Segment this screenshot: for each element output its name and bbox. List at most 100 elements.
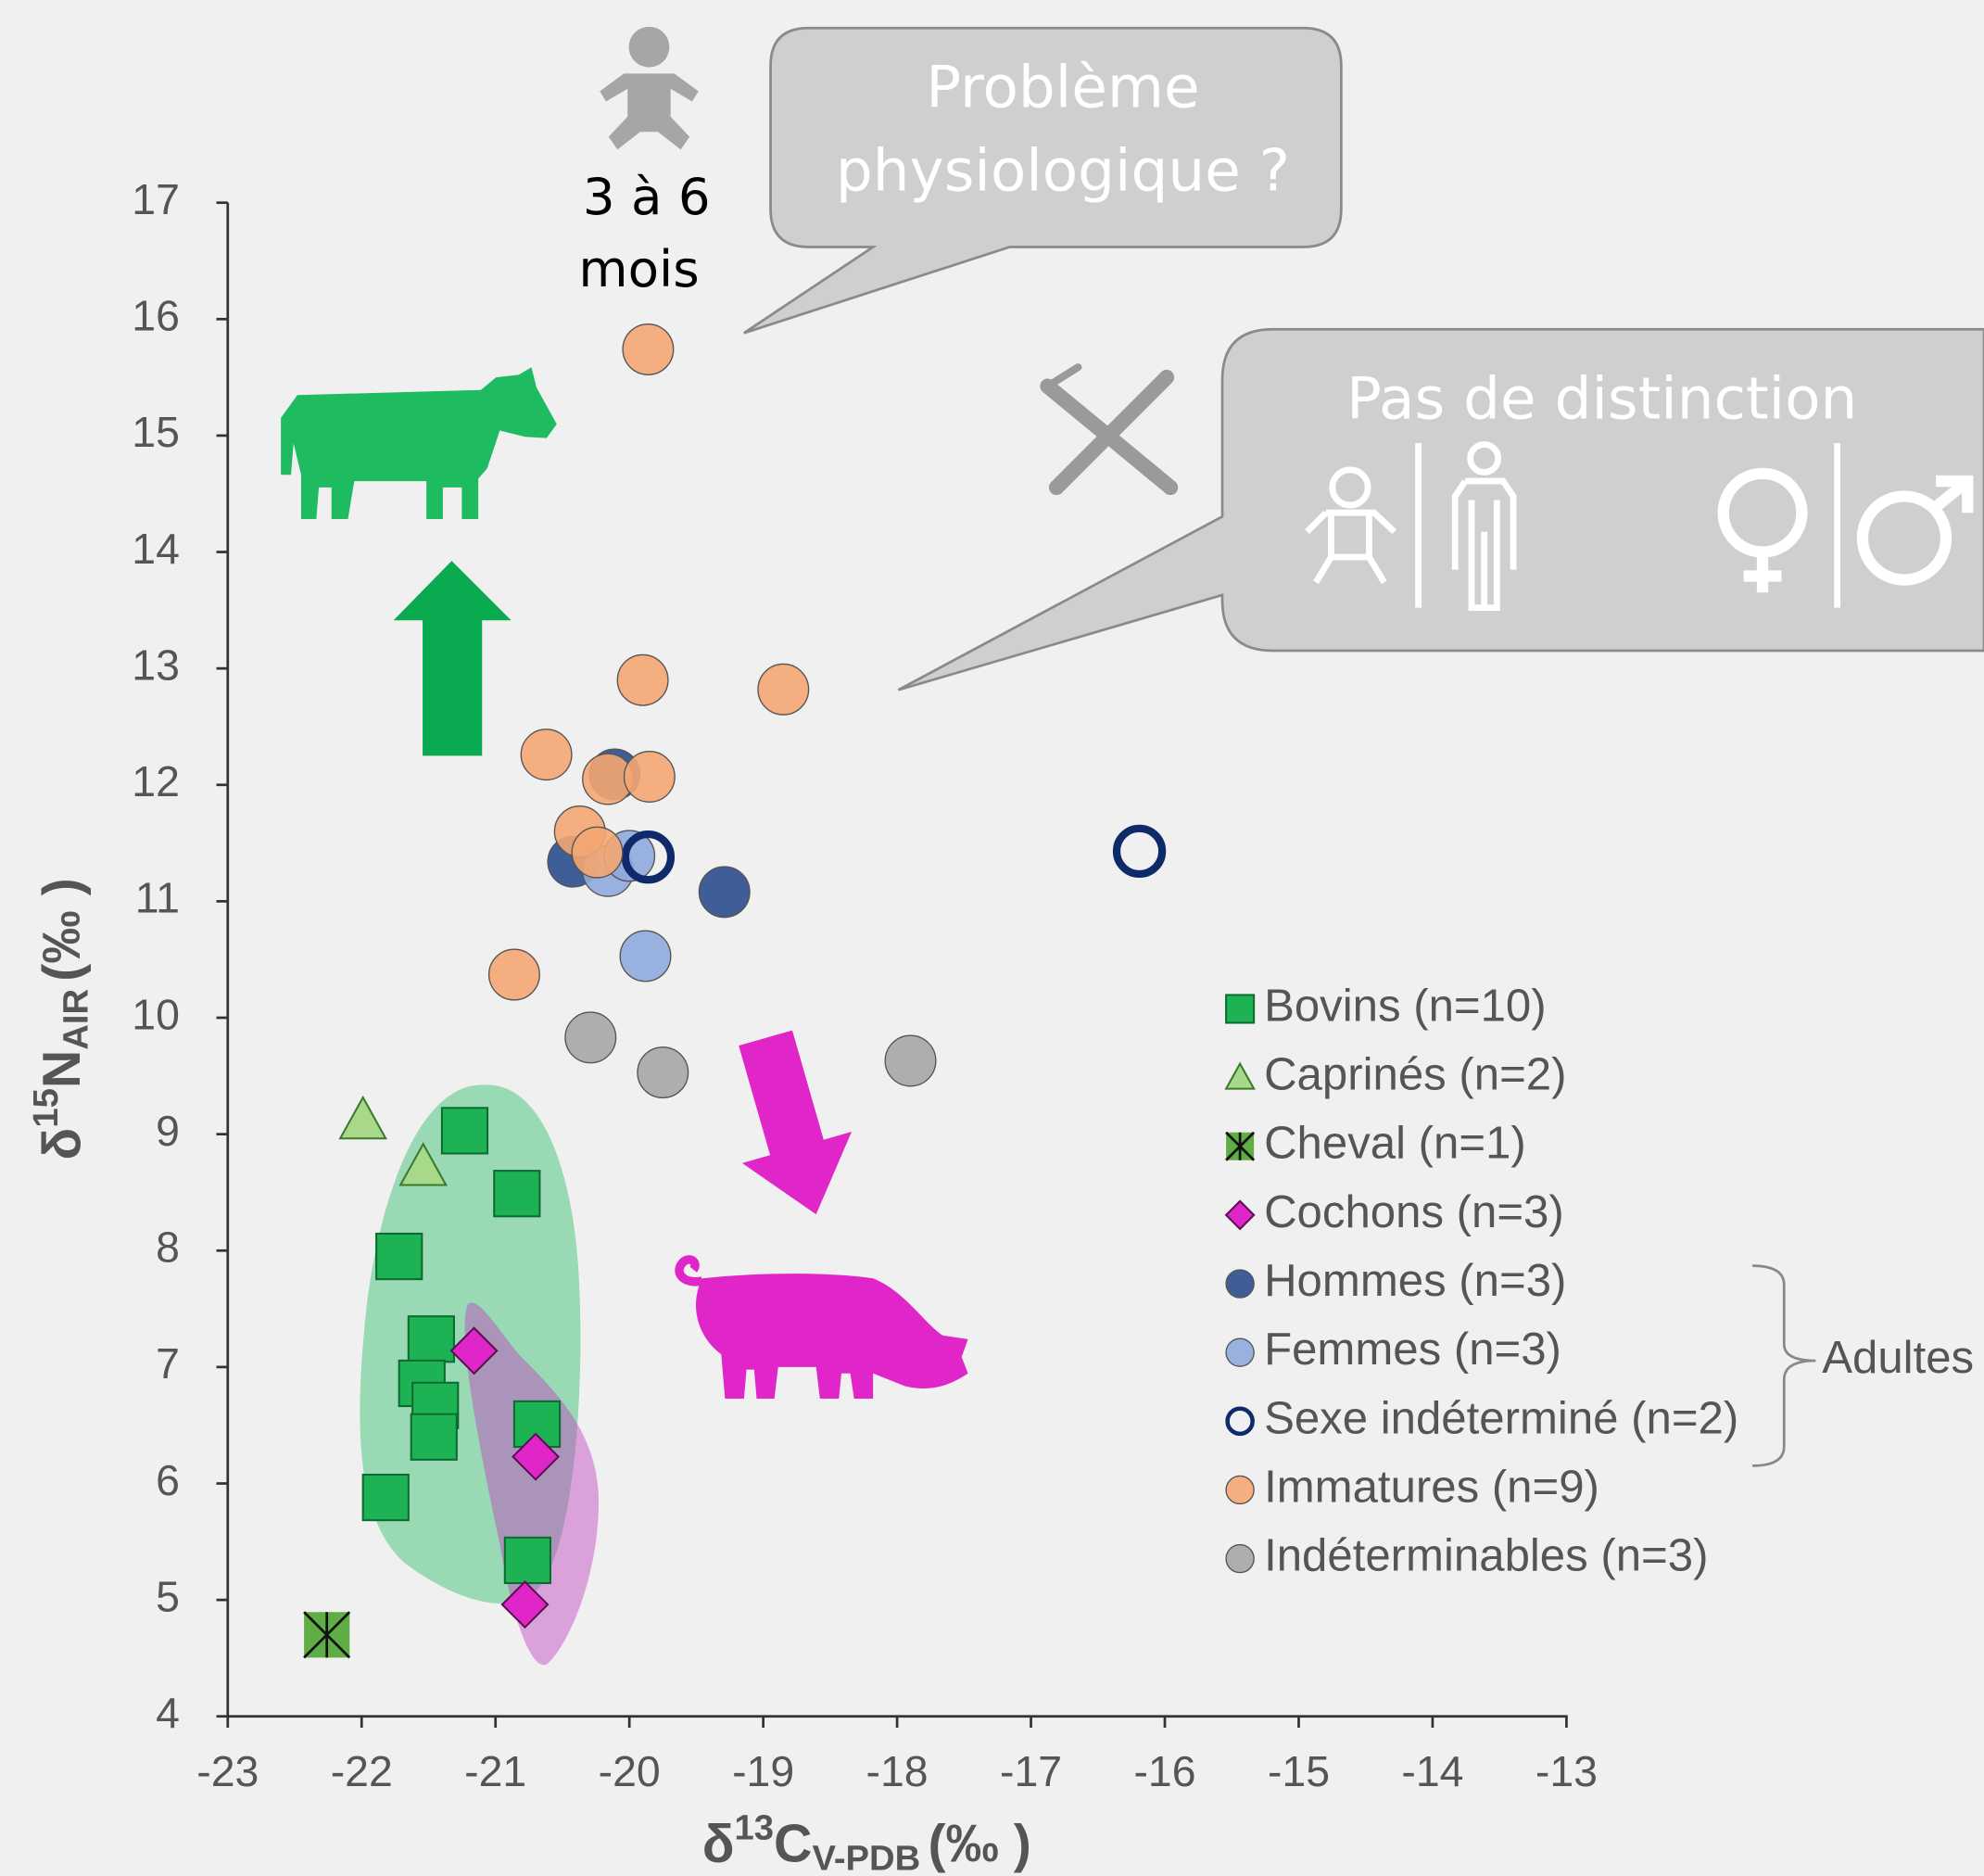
- y-tick-label: 13: [132, 640, 180, 689]
- ring-marker: [1112, 824, 1167, 879]
- circle-marker: [571, 826, 624, 879]
- x-tick-label: -14: [1401, 1747, 1463, 1795]
- x-label-part: C: [774, 1815, 812, 1874]
- circle-marker: [622, 323, 675, 375]
- circle-marker: [698, 866, 751, 919]
- circle-marker: [884, 1034, 937, 1087]
- cochons-hull: [464, 1302, 600, 1666]
- square-marker: [493, 1170, 541, 1218]
- y-tick-label: 5: [156, 1572, 180, 1620]
- x-tick-label: -19: [732, 1747, 794, 1795]
- brace: [1752, 1264, 1816, 1467]
- legend-label: Bovins (n=10): [1264, 981, 1547, 1031]
- y-tick-label: 15: [132, 408, 180, 456]
- age-label: mois: [578, 239, 699, 298]
- x-tick-label: -23: [196, 1747, 259, 1795]
- cutlery-icon: [1040, 363, 1179, 496]
- distinction-icons: [1305, 441, 1974, 612]
- y-tick-label: 12: [132, 757, 180, 805]
- legend-swatch: [1225, 1406, 1255, 1437]
- circle-marker: [520, 729, 573, 781]
- x-tick-label: -15: [1268, 1747, 1330, 1795]
- y-tick-label: 10: [132, 990, 180, 1038]
- y-tick-label: 14: [132, 525, 180, 573]
- cow-icon: [281, 367, 557, 520]
- legend-swatch: [1225, 1475, 1255, 1505]
- diamond-marker: [512, 1432, 561, 1481]
- x-tick-label: -22: [331, 1747, 393, 1795]
- y-tick-label: 8: [156, 1223, 180, 1272]
- legend-label: Hommes (n=3): [1264, 1256, 1566, 1306]
- y-tick-label: 11: [135, 874, 180, 922]
- y-tick-label: 6: [156, 1456, 180, 1504]
- legend-label: Cochons (n=3): [1264, 1187, 1564, 1237]
- y-label-part: AIR: [57, 989, 96, 1050]
- square-marker: [361, 1473, 410, 1522]
- square-marker: [410, 1413, 458, 1461]
- circle-marker: [619, 930, 672, 982]
- circle-marker: [637, 1046, 689, 1099]
- square-marker: [407, 1315, 455, 1363]
- x-tick-label: -16: [1133, 1747, 1195, 1795]
- legend-swatch: [1225, 1131, 1256, 1161]
- age-label: 3 à 6: [583, 167, 711, 226]
- x-axis-label: δ13CV-PDB (‰ ): [702, 1808, 1031, 1876]
- callout-text: Problème: [926, 54, 1199, 121]
- triangle-marker: [338, 1095, 388, 1140]
- y-tick-label: 17: [132, 175, 180, 223]
- group-label: Adultes: [1822, 1333, 1974, 1383]
- y-label-part: (‰ ): [32, 878, 92, 981]
- x-tick-label: -13: [1535, 1747, 1598, 1795]
- legend-swatch: [1225, 1337, 1255, 1367]
- circle-marker: [564, 1011, 617, 1064]
- y-tick-label: 9: [156, 1107, 180, 1155]
- circle-marker: [757, 663, 810, 716]
- square-marker: [440, 1107, 489, 1155]
- y-tick-label: 16: [132, 292, 180, 340]
- ring-marker: [621, 830, 676, 884]
- diamond-marker: [500, 1580, 550, 1629]
- x-tick-label: -21: [464, 1747, 526, 1795]
- legend-swatch: [1224, 1199, 1256, 1231]
- callout-text: physiologique ?: [836, 137, 1290, 205]
- y-label-part: N: [32, 1050, 92, 1088]
- legend-label: Caprinés (n=2): [1264, 1050, 1566, 1100]
- callout-text: Pas de distinction: [1346, 364, 1857, 432]
- up-arrow: [393, 561, 512, 756]
- x-tick-label: -18: [866, 1747, 929, 1795]
- legend-label: Indéterminables (n=3): [1264, 1531, 1708, 1581]
- marker-cross: [1225, 1131, 1256, 1161]
- legend-swatch: [1225, 994, 1256, 1024]
- circle-marker: [487, 948, 540, 1001]
- callout-1: [743, 26, 1343, 335]
- y-label-part: 15: [26, 1088, 66, 1128]
- marker-cross: [303, 1611, 351, 1659]
- legend-swatch: [1225, 1543, 1255, 1574]
- x-label-part: 13: [735, 1808, 775, 1848]
- x-label-part: δ: [702, 1815, 735, 1874]
- y-tick-label: 7: [156, 1339, 180, 1388]
- cross-square-marker: [303, 1611, 351, 1659]
- callout-2: [897, 327, 1984, 691]
- legend-label: Immatures (n=9): [1264, 1462, 1599, 1512]
- x-label-part: V-PDB: [812, 1838, 920, 1876]
- baby-icon: [600, 26, 699, 150]
- legend-label: Cheval (n=1): [1264, 1119, 1526, 1169]
- square-marker: [503, 1536, 551, 1585]
- down-arrow: [739, 1030, 853, 1215]
- circle-marker: [623, 750, 676, 803]
- legend-label: Sexe indéterminé (n=2): [1264, 1393, 1738, 1443]
- x-tick-label: -20: [599, 1747, 661, 1795]
- x-tick-label: -17: [1000, 1747, 1062, 1795]
- y-tick-label: 4: [156, 1689, 180, 1737]
- y-axis-label: δ15NAIR (‰ ): [26, 878, 96, 1160]
- legend-label: Femmes (n=3): [1264, 1325, 1561, 1375]
- circle-marker: [616, 653, 669, 706]
- x-label-part: (‰ ): [928, 1815, 1030, 1874]
- diamond-marker: [449, 1326, 499, 1375]
- legend-swatch: [1225, 1269, 1255, 1299]
- square-marker: [375, 1232, 423, 1281]
